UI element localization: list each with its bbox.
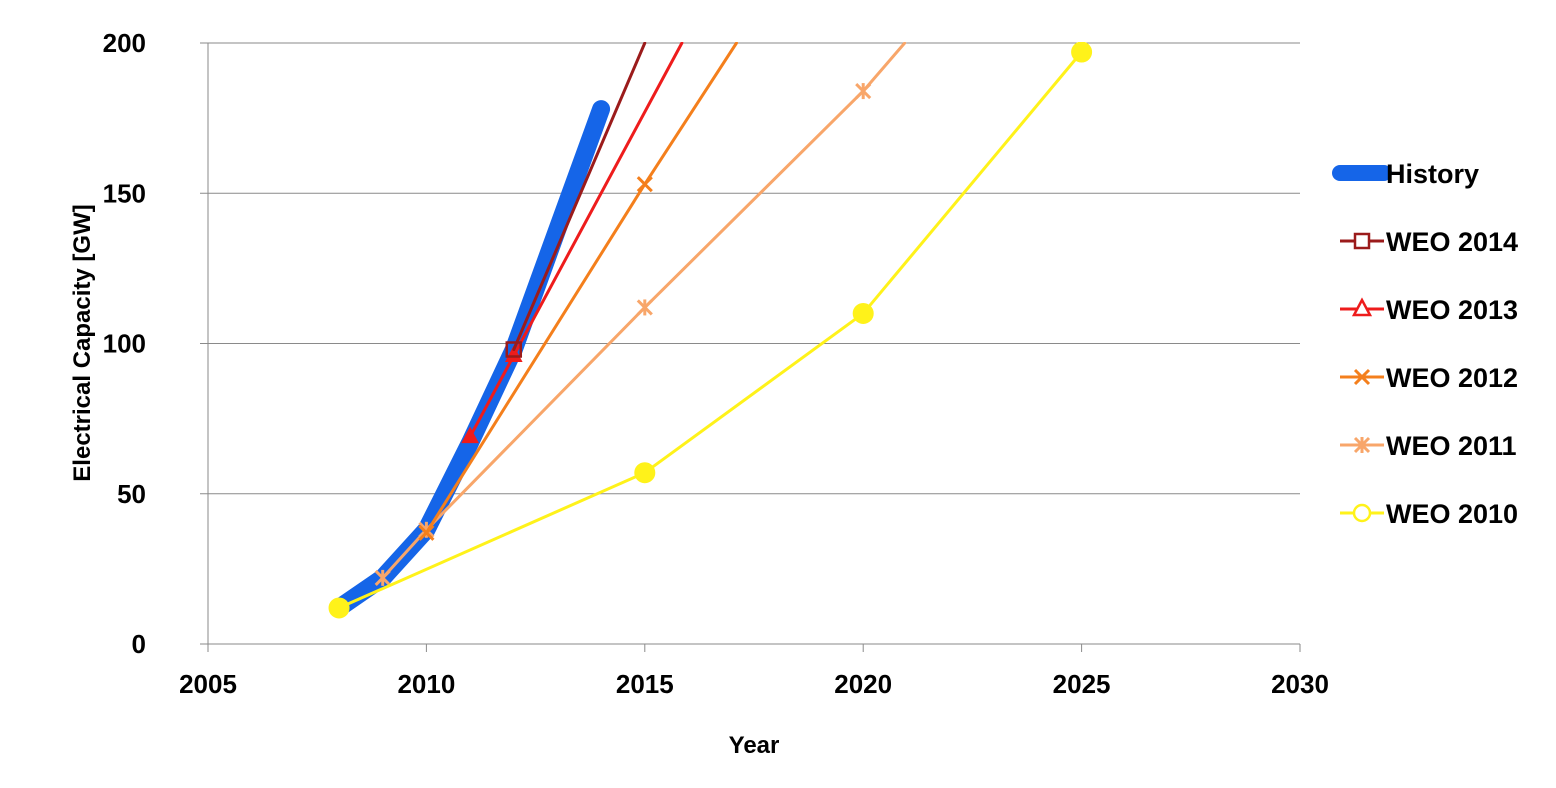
series-weo-2012-line: [424, 42, 738, 535]
legend-weo-2013: WEO 2013: [1340, 295, 1518, 325]
x-tick-label: 2030: [1271, 669, 1329, 699]
series-weo-2014-line: [512, 42, 647, 351]
series-weo-2012-point-stroke: [636, 176, 653, 193]
x-axis-title: Year: [729, 732, 780, 759]
x-tick-label: 2020: [834, 669, 892, 699]
legend-weo-2014-label: WEO 2014: [1386, 227, 1518, 257]
y-tick-label: 150: [103, 178, 146, 208]
series-weo-2013-point: [461, 426, 479, 444]
legend-weo-2014-marker: [1353, 232, 1371, 250]
series-lines: [328, 42, 1093, 619]
series-weo-2010: [328, 42, 1093, 619]
legend-weo-2012: WEO 2012: [1340, 363, 1518, 393]
series-weo-2011-point: [855, 83, 872, 100]
series-weo-2012-point: [418, 524, 435, 541]
legend-weo-2012-marker-stroke: [1353, 368, 1371, 386]
legend-weo-2012-marker: [1353, 368, 1371, 386]
series-weo-2011-point: [374, 569, 391, 586]
legend-weo-2010-marker: [1352, 503, 1372, 523]
series-weo-2012: [418, 42, 738, 541]
series-weo-2014-point: [505, 341, 523, 358]
legend-weo-2014: WEO 2014: [1340, 227, 1518, 257]
gridlines: [200, 42, 1301, 652]
plot-area: [328, 42, 1093, 619]
series-weo-2012-point-stroke: [418, 524, 435, 541]
y-tick-label: 0: [132, 629, 146, 659]
series-weo-2011-point: [636, 299, 653, 316]
series-weo-2010-point: [852, 302, 874, 324]
x-tick-label: 2015: [616, 669, 674, 699]
legend-weo-2011: WEO 2011: [1340, 431, 1517, 461]
y-axis-title: Electrical Capacity [GW]: [69, 204, 96, 481]
x-tick-label: 2025: [1053, 669, 1111, 699]
legend-weo-2011-label: WEO 2011: [1386, 431, 1517, 461]
legend-history-label: History: [1386, 159, 1479, 189]
legend-weo-2011-marker: [1353, 436, 1371, 454]
y-tick-label: 200: [103, 28, 146, 58]
series-weo-2013-point: [504, 345, 523, 363]
series-history: [330, 100, 611, 617]
legend-weo-2012-label: WEO 2012: [1386, 363, 1518, 393]
series-weo-2014: [505, 42, 647, 358]
series-weo-2012-point: [636, 176, 653, 193]
legend-history: History: [1332, 159, 1479, 189]
axes: [207, 43, 1300, 645]
legend-weo-2013-marker: [1351, 297, 1373, 317]
x-tick-label: 2010: [397, 669, 455, 699]
legend-weo-2013-label: WEO 2013: [1386, 295, 1518, 325]
series-history-line: [330, 100, 611, 617]
legend: History WEO 2014 WEO 2013 WEO 2012 WEO 2011 W…: [1332, 159, 1518, 529]
y-tick-label: 50: [117, 479, 146, 509]
y-tick-label: 100: [103, 329, 146, 359]
series-weo-2010-line: [337, 50, 1084, 610]
series-weo-2011: [374, 42, 907, 586]
x-tick-label: 2005: [179, 669, 237, 699]
legend-weo-2010: WEO 2010: [1340, 499, 1518, 529]
legend-weo-2010-label: WEO 2010: [1386, 499, 1518, 529]
series-weo-2010-point: [328, 597, 350, 619]
series-weo-2010-point: [1071, 42, 1093, 63]
tick-labels: 0 50 100 150 200 2005 2010 2015 2020 2025 2030: [103, 28, 1329, 699]
series-weo-2010-point: [634, 462, 656, 484]
